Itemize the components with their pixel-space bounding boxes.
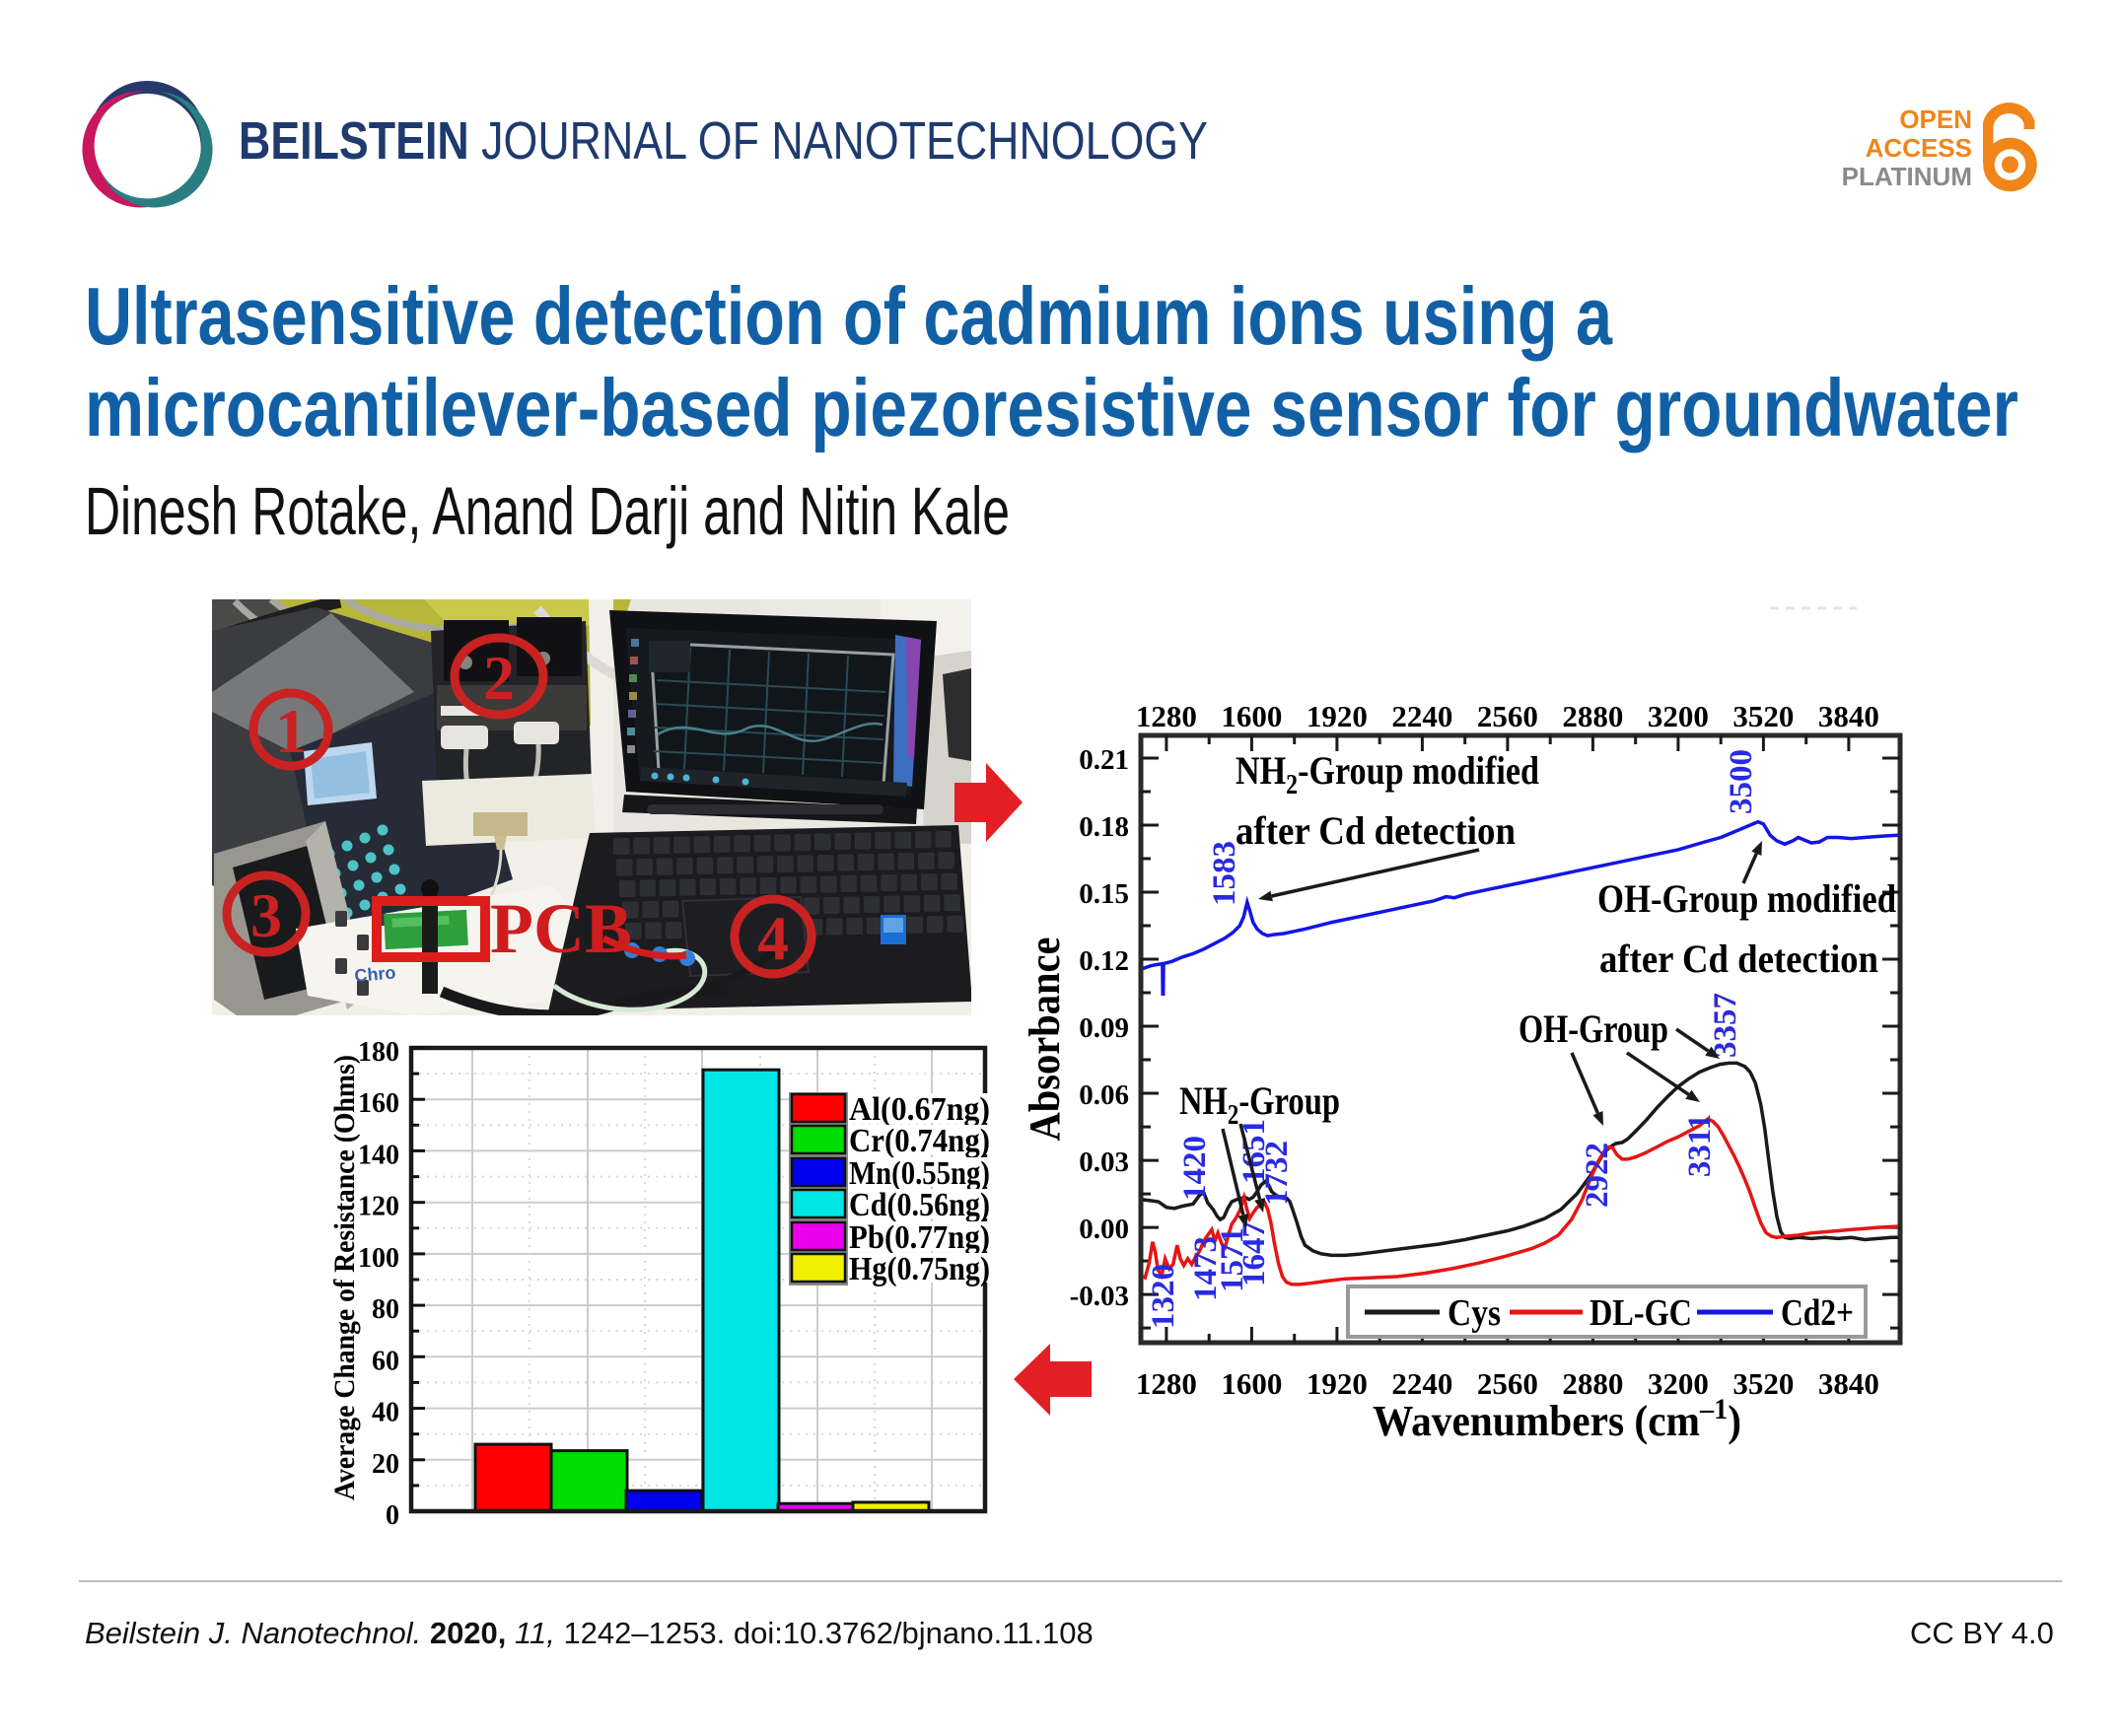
- svg-text:2560: 2560: [1477, 699, 1538, 733]
- svg-text:3200: 3200: [1648, 699, 1709, 733]
- svg-text:2922: 2922: [1580, 1143, 1615, 1208]
- svg-text:1280: 1280: [1136, 699, 1197, 733]
- svg-text:NH2-Group: NH2-Group: [1179, 1078, 1340, 1131]
- svg-text:2880: 2880: [1562, 699, 1623, 733]
- svg-text:Chro: Chro: [354, 962, 397, 986]
- svg-text:1473: 1473: [1188, 1236, 1224, 1301]
- svg-text:2880: 2880: [1562, 1366, 1623, 1401]
- svg-text:Al(0.67ng): Al(0.67ng): [849, 1091, 990, 1128]
- svg-text:NH2-Group modified: NH2-Group modified: [1236, 748, 1539, 800]
- svg-text:Cr(0.74ng): Cr(0.74ng): [849, 1123, 990, 1159]
- svg-text:3840: 3840: [1818, 699, 1879, 733]
- svg-text:2240: 2240: [1391, 699, 1452, 733]
- svg-text:3311: 3311: [1682, 1114, 1718, 1177]
- svg-text:1600: 1600: [1221, 699, 1282, 733]
- svg-text:0.15: 0.15: [1079, 878, 1129, 910]
- svg-text:80: 80: [372, 1294, 399, 1325]
- svg-text:Absorbance: Absorbance: [1021, 937, 1069, 1142]
- svg-text:1420: 1420: [1177, 1136, 1213, 1201]
- svg-text:3520: 3520: [1732, 699, 1794, 733]
- svg-text:180: 180: [358, 1037, 399, 1068]
- svg-text:1920: 1920: [1307, 699, 1368, 733]
- svg-text:4: 4: [757, 903, 789, 973]
- svg-text:Wavenumbers (cm–1): Wavenumbers (cm–1): [1373, 1393, 1741, 1445]
- svg-text:1280: 1280: [1136, 1366, 1197, 1401]
- svg-text:Cd(0.56ng): Cd(0.56ng): [849, 1187, 990, 1223]
- svg-text:0: 0: [386, 1500, 399, 1531]
- svg-text:after Cd detection: after Cd detection: [1599, 937, 1878, 981]
- svg-text:3520: 3520: [1732, 1366, 1794, 1401]
- svg-text:3200: 3200: [1648, 1366, 1709, 1401]
- svg-text:160: 160: [358, 1088, 399, 1119]
- svg-text:Average Change of Resistance (: Average Change of Resistance (Ohms): [328, 1055, 361, 1500]
- svg-text:0.00: 0.00: [1079, 1214, 1129, 1245]
- svg-text:3500: 3500: [1724, 749, 1759, 814]
- svg-text:120: 120: [358, 1192, 399, 1222]
- svg-text:OH-Group: OH-Group: [1519, 1007, 1668, 1051]
- svg-text:100: 100: [358, 1243, 399, 1274]
- svg-text:Pb(0.77ng): Pb(0.77ng): [849, 1219, 990, 1256]
- svg-text:Cd2+: Cd2+: [1781, 1292, 1854, 1334]
- svg-text:1: 1: [275, 696, 307, 766]
- svg-text:1571: 1571: [1215, 1227, 1250, 1292]
- svg-text:-0.03: -0.03: [1070, 1281, 1129, 1312]
- svg-text:1583: 1583: [1207, 841, 1242, 906]
- svg-text:Mn(0.55ng): Mn(0.55ng): [849, 1155, 990, 1192]
- svg-text:2560: 2560: [1477, 1366, 1538, 1401]
- svg-text:60: 60: [372, 1346, 399, 1376]
- svg-text:after Cd detection: after Cd detection: [1236, 808, 1516, 853]
- svg-text:1732: 1732: [1259, 1141, 1295, 1206]
- svg-text:20: 20: [372, 1449, 399, 1480]
- svg-text:1600: 1600: [1221, 1366, 1282, 1401]
- svg-text:0.12: 0.12: [1079, 945, 1129, 977]
- svg-text:Hg(0.75ng): Hg(0.75ng): [849, 1251, 990, 1287]
- svg-text:PCB: PCB: [490, 889, 632, 968]
- svg-text:1647: 1647: [1237, 1221, 1272, 1286]
- svg-text:0.09: 0.09: [1079, 1012, 1129, 1044]
- svg-text:OH-Group modified: OH-Group modified: [1597, 876, 1896, 921]
- svg-text:0.21: 0.21: [1079, 744, 1129, 776]
- svg-text:40: 40: [372, 1398, 399, 1428]
- svg-text:0.18: 0.18: [1079, 811, 1129, 843]
- svg-text:2240: 2240: [1391, 1366, 1452, 1401]
- svg-text:0.06: 0.06: [1079, 1079, 1129, 1111]
- svg-text:3: 3: [250, 880, 282, 950]
- svg-text:2: 2: [483, 643, 515, 713]
- svg-text:DL-GC: DL-GC: [1590, 1292, 1692, 1334]
- svg-text:0.03: 0.03: [1079, 1146, 1129, 1178]
- svg-text:1320: 1320: [1146, 1264, 1181, 1329]
- svg-text:3357: 3357: [1708, 993, 1743, 1058]
- svg-text:3840: 3840: [1818, 1366, 1879, 1401]
- svg-text:140: 140: [358, 1140, 399, 1170]
- svg-text:1920: 1920: [1307, 1366, 1368, 1401]
- svg-text:Cys: Cys: [1448, 1292, 1501, 1334]
